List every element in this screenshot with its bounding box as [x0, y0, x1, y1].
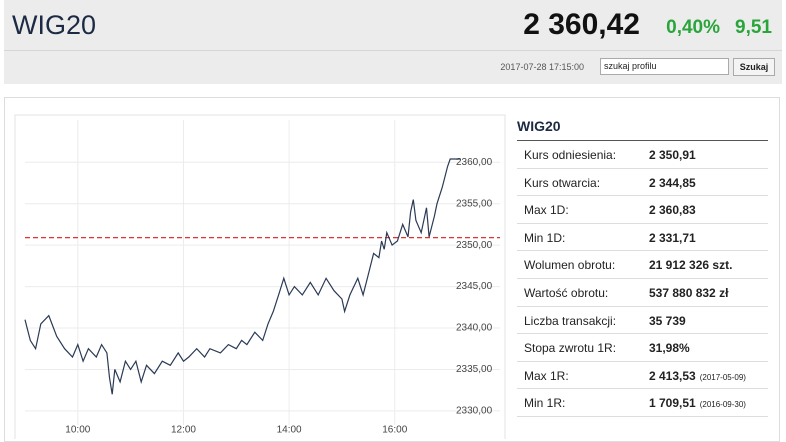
table-row: Min 1R: 1 709,51 (2016-09-30) — [517, 389, 768, 417]
x-tick-label: 10:00 — [65, 425, 90, 436]
row-value: 2 350,91 — [649, 148, 696, 162]
y-tick-label: 2350,00 — [456, 240, 493, 251]
index-name: WIG20 — [12, 10, 97, 40]
quote-table: WIG20 Kurs odniesienia: 2 350,91 Kurs otwa… — [517, 118, 768, 417]
search-input[interactable]: szukaj profilu — [600, 58, 729, 75]
chart-frame — [14, 114, 506, 439]
row-label: Kurs otwarcia: — [524, 175, 601, 190]
table-row: Kurs odniesienia: 2 350,91 — [517, 141, 768, 169]
y-tick-label: 2360,00 — [456, 157, 493, 168]
row-value: 537 880 832 zł — [649, 286, 728, 300]
table-body: Kurs odniesienia: 2 350,91 Kurs otwarcia: 2… — [517, 141, 768, 417]
y-tick-label: 2355,00 — [456, 198, 493, 209]
timestamp: 2017-07-28 17:15:00 — [500, 62, 584, 72]
search-button[interactable]: Szukaj — [733, 58, 775, 76]
row-value: 2 360,83 — [649, 203, 696, 217]
row-value: 1 709,51 (2016-09-30) — [649, 396, 746, 410]
y-tick-label: 2345,00 — [456, 281, 493, 292]
row-label: Liczba transakcji: — [524, 313, 617, 328]
row-label: Stopa zwrotu 1R: — [524, 341, 617, 356]
table-row: Liczba transakcji: 35 739 — [517, 307, 768, 335]
price-line — [24, 158, 461, 395]
y-tick-label: 2340,00 — [456, 323, 493, 334]
table-row: Wolumen obrotu: 21 912 326 szt. — [517, 251, 768, 279]
row-value: 21 912 326 szt. — [649, 258, 732, 272]
x-tick-label: 14:00 — [277, 425, 302, 436]
value-text: 21 912 326 szt. — [649, 258, 733, 273]
row-label: Wartość obrotu: — [524, 285, 609, 300]
table-row: Max 1D: 2 360,83 — [517, 196, 768, 224]
table-row: Stopa zwrotu 1R: 31,98% — [517, 334, 768, 362]
x-tick-label: 12:00 — [171, 425, 196, 436]
row-label: Min 1R: — [524, 396, 566, 411]
header-bar: WIG20 2 360,42 0,40% 9,51 2017-07-28 17:… — [4, 0, 782, 84]
value-text: 537 880 832 zł — [649, 285, 729, 300]
table-row: Kurs otwarcia: 2 344,85 — [517, 169, 768, 197]
row-value: 31,98% — [649, 341, 690, 355]
value-text: 2 360,83 — [649, 203, 696, 218]
table-row: Wartość obrotu: 537 880 832 zł — [517, 279, 768, 307]
row-value: 2 331,71 — [649, 231, 696, 245]
value-text: 2 350,91 — [649, 148, 696, 162]
row-label: Min 1D: — [524, 230, 566, 245]
y-tick-label: 2330,00 — [456, 406, 493, 417]
separator — [4, 50, 782, 51]
price: 2 360,42 — [523, 8, 640, 41]
value-text: 35 739 — [649, 313, 686, 328]
change-percent: 0,40% — [666, 17, 720, 38]
value-text: 2 331,71 — [649, 230, 696, 245]
value-text: 31,98% — [649, 341, 690, 356]
change: 9,51 — [735, 17, 772, 38]
row-label: Max 1R: — [524, 368, 569, 383]
table-row: Min 1D: 2 331,71 — [517, 224, 768, 252]
row-label: Max 1D: — [524, 203, 569, 218]
value-text: 1 709,51 — [649, 396, 696, 411]
value-text: 2 344,85 — [649, 175, 696, 190]
row-value: 2 413,53 (2017-05-09) — [649, 369, 746, 383]
row-value: 2 344,85 — [649, 176, 696, 190]
row-date: (2016-09-30) — [699, 400, 746, 410]
x-tick-label: 16:00 — [382, 425, 407, 436]
y-tick-label: 2335,00 — [456, 364, 493, 375]
row-value: 35 739 — [649, 314, 686, 328]
row-label: Wolumen obrotu: — [524, 258, 616, 273]
table-title: WIG20 — [517, 118, 768, 141]
row-label: Kurs odniesienia: — [524, 148, 617, 162]
row-date: (2017-05-09) — [699, 372, 746, 382]
table-row: Max 1R: 2 413,53 (2017-05-09) — [517, 362, 768, 390]
value-text: 2 413,53 — [649, 368, 696, 383]
